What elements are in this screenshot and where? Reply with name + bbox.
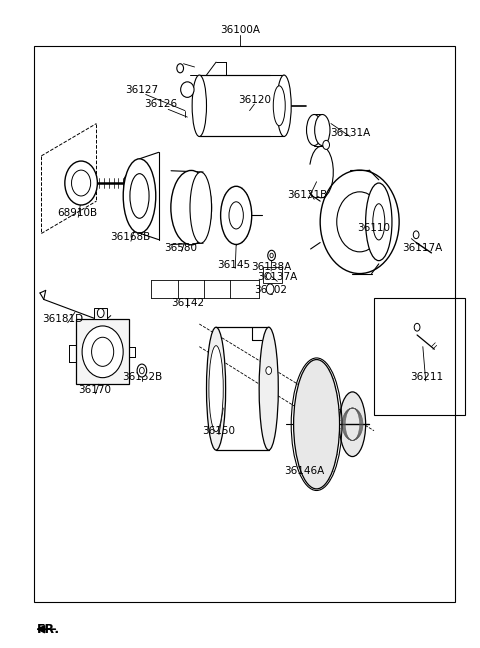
- Text: 36181D: 36181D: [42, 314, 84, 324]
- Ellipse shape: [192, 75, 206, 137]
- Ellipse shape: [315, 115, 330, 146]
- Ellipse shape: [221, 186, 252, 244]
- Ellipse shape: [92, 337, 114, 366]
- Text: 36152B: 36152B: [122, 372, 162, 382]
- Ellipse shape: [140, 367, 144, 374]
- Ellipse shape: [294, 360, 339, 489]
- Ellipse shape: [366, 183, 392, 260]
- Text: 36110: 36110: [358, 224, 391, 233]
- Text: 36120: 36120: [238, 95, 271, 104]
- Text: 36127: 36127: [125, 85, 158, 95]
- Text: 36137A: 36137A: [257, 272, 298, 283]
- Text: 36211: 36211: [410, 372, 443, 382]
- Text: 36131A: 36131A: [330, 128, 370, 137]
- Text: 36150: 36150: [202, 426, 235, 435]
- Ellipse shape: [72, 170, 91, 196]
- Ellipse shape: [229, 202, 243, 229]
- Ellipse shape: [414, 323, 420, 331]
- Ellipse shape: [268, 250, 276, 260]
- Ellipse shape: [320, 170, 399, 273]
- Text: 36126: 36126: [144, 99, 178, 109]
- Text: 68910B: 68910B: [57, 208, 97, 218]
- Text: 36145: 36145: [217, 259, 251, 270]
- Ellipse shape: [337, 192, 383, 252]
- Ellipse shape: [97, 308, 104, 318]
- Ellipse shape: [259, 327, 278, 450]
- Ellipse shape: [413, 231, 419, 238]
- Ellipse shape: [82, 326, 123, 378]
- Text: FR.: FR.: [37, 623, 60, 636]
- Text: 36170: 36170: [78, 385, 111, 395]
- Bar: [263, 267, 282, 283]
- Ellipse shape: [206, 327, 226, 450]
- Text: 36142: 36142: [171, 298, 204, 308]
- Ellipse shape: [266, 273, 271, 279]
- Text: 36131B: 36131B: [287, 190, 327, 200]
- Ellipse shape: [323, 141, 329, 150]
- Text: 36168B: 36168B: [110, 233, 150, 242]
- Text: 36138A: 36138A: [251, 262, 291, 272]
- Ellipse shape: [180, 82, 194, 97]
- Ellipse shape: [137, 364, 147, 377]
- Bar: [34, 46, 456, 602]
- Ellipse shape: [130, 174, 149, 218]
- Text: 36100A: 36100A: [220, 25, 260, 35]
- Ellipse shape: [307, 115, 322, 146]
- Ellipse shape: [209, 345, 223, 432]
- Bar: [374, 298, 465, 415]
- Ellipse shape: [171, 170, 212, 245]
- Ellipse shape: [266, 367, 272, 375]
- Ellipse shape: [65, 161, 97, 205]
- Text: 36146A: 36146A: [285, 467, 325, 476]
- Text: 36580: 36580: [164, 243, 197, 253]
- Ellipse shape: [273, 86, 285, 126]
- Ellipse shape: [123, 159, 156, 233]
- Bar: [76, 319, 129, 384]
- Ellipse shape: [190, 172, 212, 243]
- Ellipse shape: [124, 174, 134, 192]
- Ellipse shape: [277, 75, 291, 137]
- Ellipse shape: [339, 392, 366, 457]
- Ellipse shape: [373, 203, 385, 240]
- Ellipse shape: [177, 64, 183, 73]
- Bar: [94, 308, 108, 319]
- Text: 36117A: 36117A: [402, 243, 442, 253]
- Ellipse shape: [270, 253, 273, 258]
- Ellipse shape: [266, 284, 274, 294]
- Text: 36102: 36102: [254, 285, 288, 295]
